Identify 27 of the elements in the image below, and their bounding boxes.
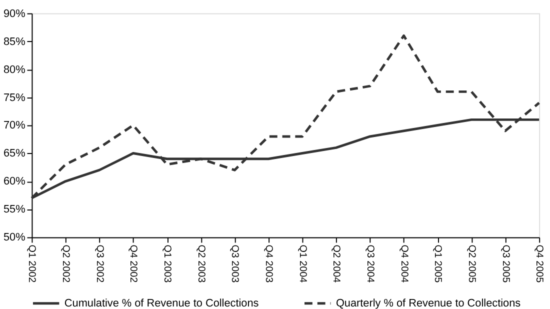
legend-label: Cumulative % of Revenue to Collections [64, 297, 260, 309]
y-tick-label: 50% [3, 232, 26, 244]
x-tick-label: Q4 2003 [263, 244, 274, 284]
x-tick-label: Q4 2005 [534, 244, 545, 284]
x-tick-label: Q1 2005 [432, 244, 444, 284]
x-tick-label: Q3 2002 [94, 244, 105, 283]
y-tick-label: 85% [3, 36, 26, 48]
x-tick-label: Q3 2004 [364, 244, 376, 284]
x-tick-label: Q1 2003 [162, 244, 173, 284]
legend-label: Quarterly % of Revenue to Collections [336, 297, 522, 309]
x-tick-label: Q2 2002 [60, 244, 72, 283]
y-tick-label: 60% [3, 176, 26, 188]
x-tick-label: Q2 2004 [330, 244, 342, 284]
x-tick-label: Q4 2004 [398, 244, 410, 284]
x-tick-label: Q1 2002 [26, 244, 38, 283]
y-tick-label: 75% [3, 92, 26, 104]
x-tick-label: Q2 2003 [195, 244, 206, 284]
y-tick-label: 55% [3, 204, 26, 216]
x-tick-label: Q2 2005 [466, 244, 477, 284]
y-tick-label: 65% [3, 148, 26, 160]
y-tick-label: 80% [3, 64, 26, 76]
y-tick-label: 70% [3, 120, 26, 132]
x-tick-label: Q3 2003 [229, 244, 240, 284]
y-tick-label: 90% [3, 8, 26, 20]
x-tick-label: Q1 2004 [296, 244, 308, 284]
x-tick-label: Q4 2002 [128, 244, 139, 283]
x-tick-label: Q3 2005 [500, 244, 511, 284]
